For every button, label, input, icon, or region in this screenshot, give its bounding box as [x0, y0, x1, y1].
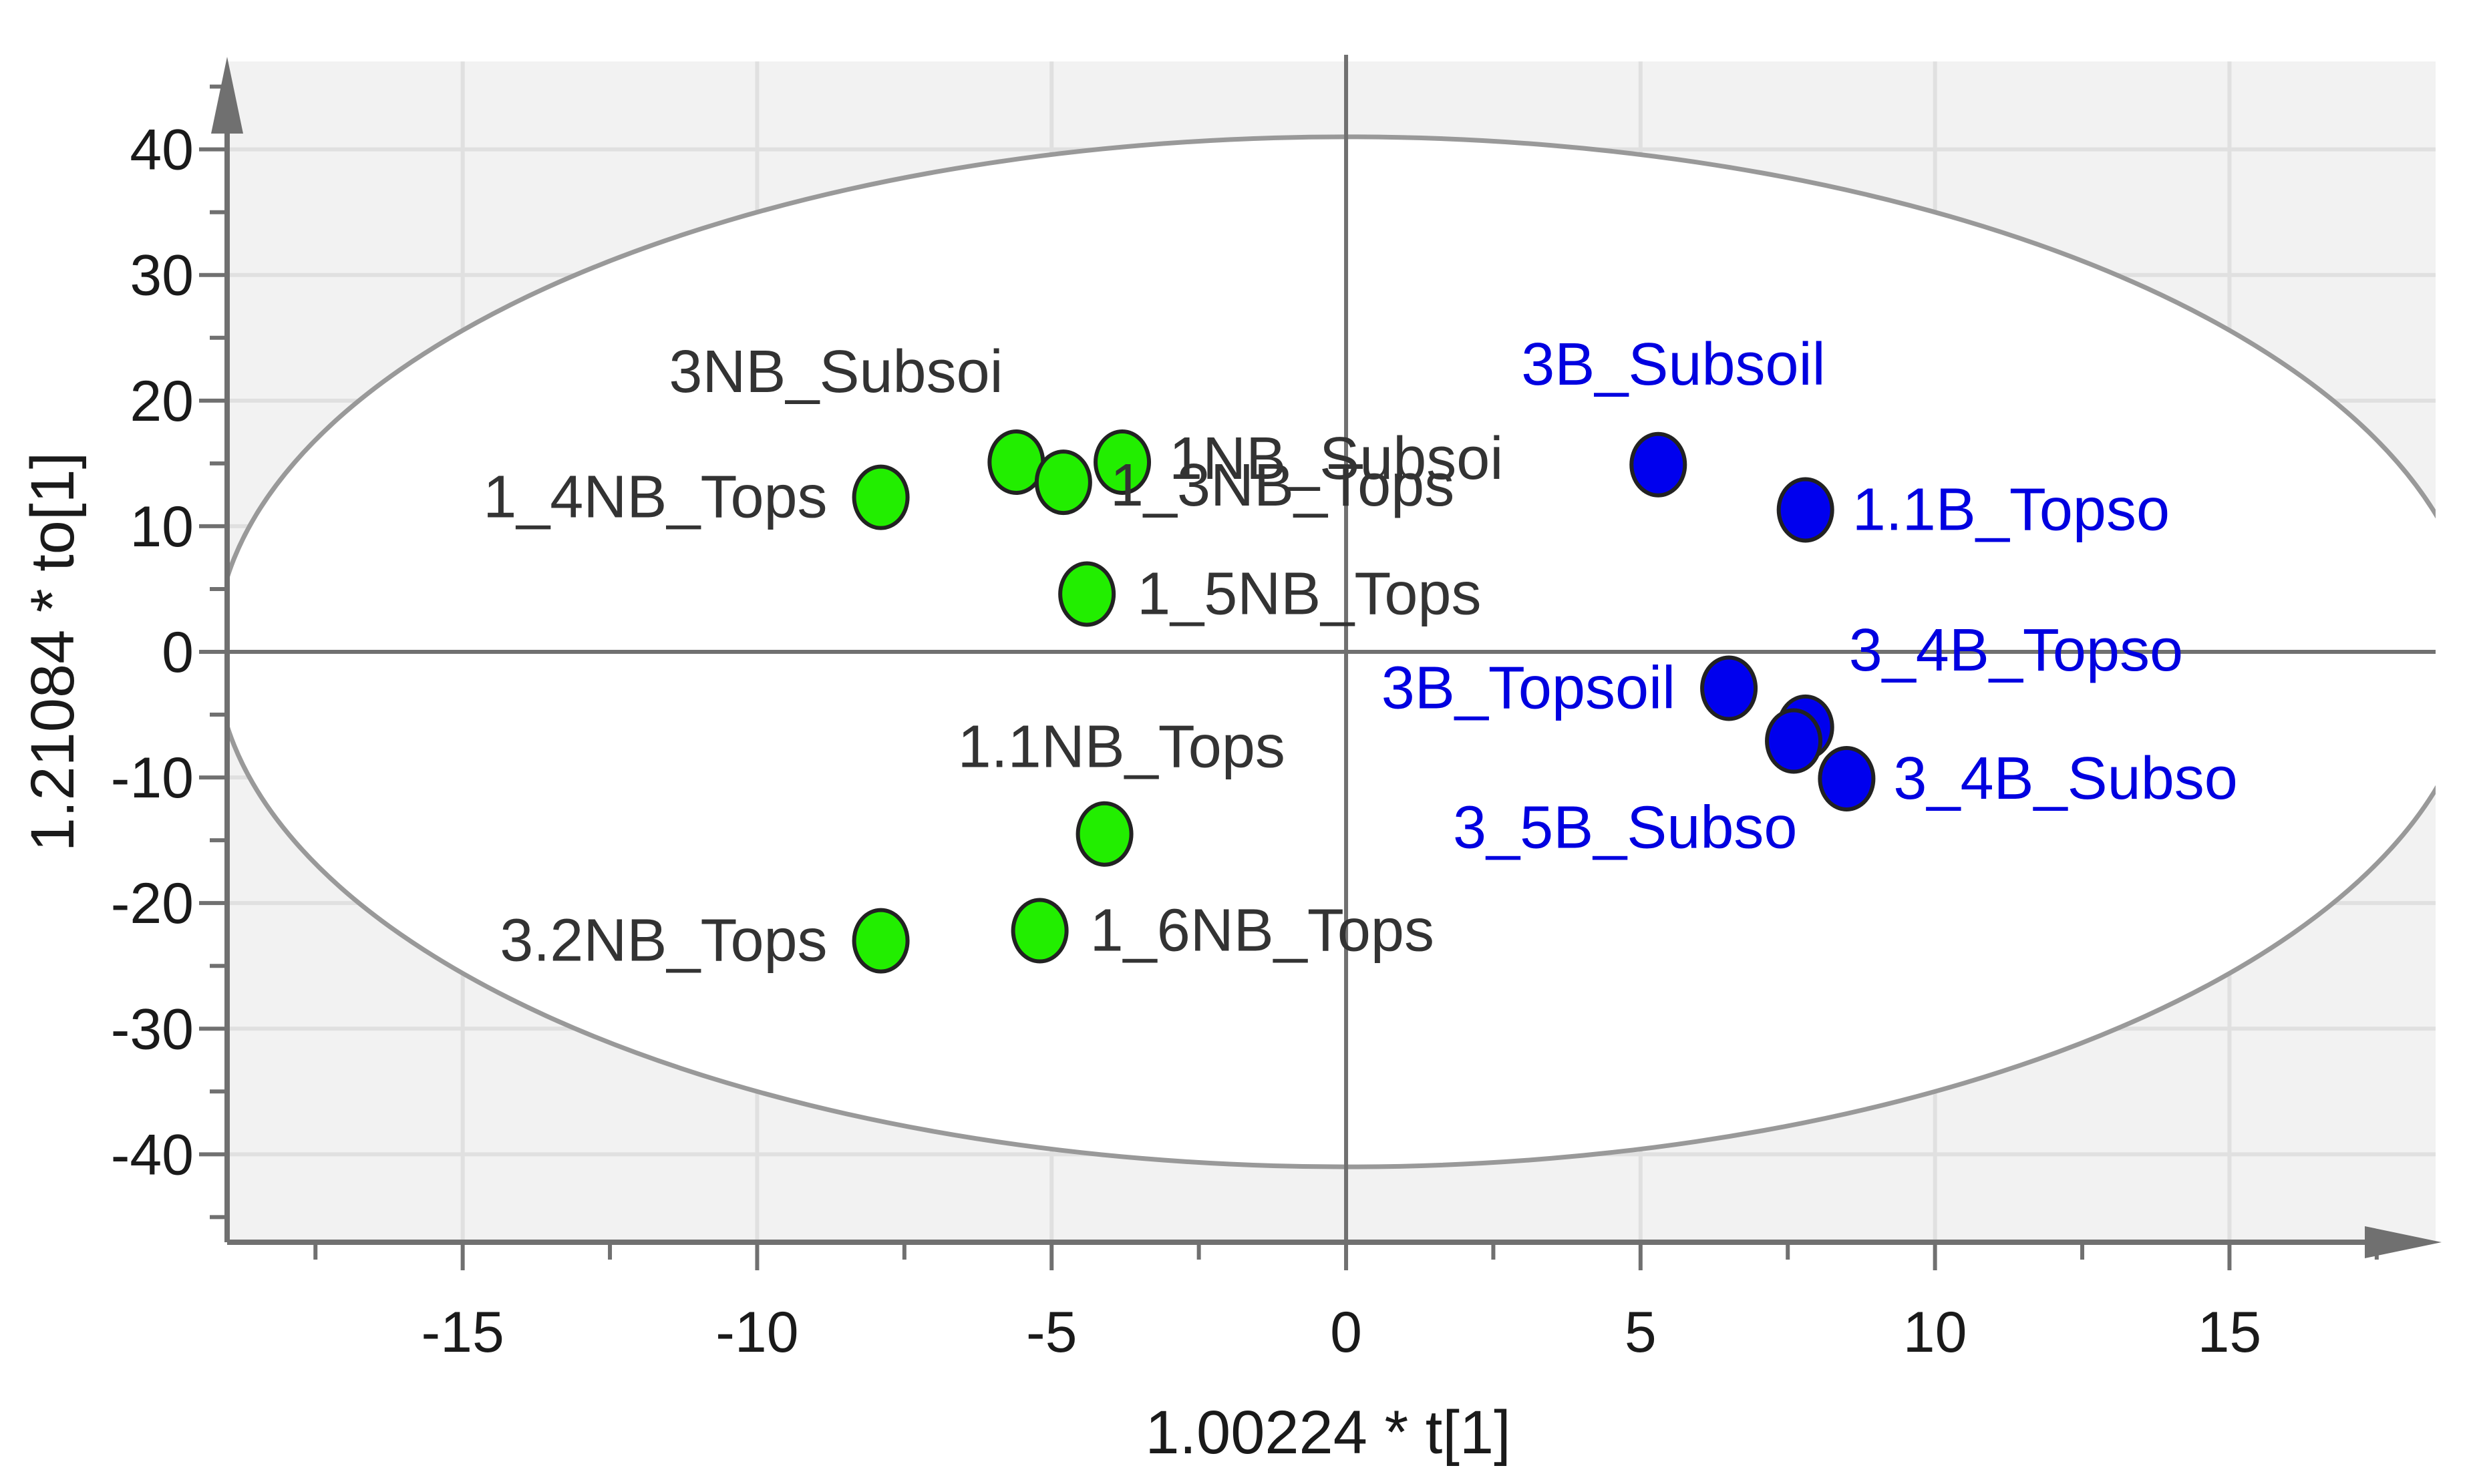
- point-label-3nb-subsoi: 3NB_Subsoi: [669, 339, 1003, 405]
- x-tick-label: -15: [421, 1300, 504, 1364]
- x-tick-label: 0: [1330, 1300, 1362, 1364]
- y-tick-label: 20: [130, 369, 194, 433]
- x-axis-arrow: [2365, 1226, 2442, 1258]
- point-1-3nb-tops: [1034, 449, 1092, 516]
- point-label-3-2nb-tops: 3.2NB_Tops: [500, 908, 827, 974]
- x-tick-label: 10: [1903, 1300, 1967, 1364]
- point-3b-subsoil: [1629, 431, 1687, 498]
- point-1-4nb-tops: [852, 464, 910, 530]
- point-1-5nb-tops: [1058, 561, 1116, 627]
- point-labels: 1_4NB_Tops 3NB_Subsoi 1_3NB_Tops1NB_Subsoi…: [483, 331, 2238, 974]
- y-tick-label: -40: [111, 1123, 194, 1187]
- x-tick-label: 5: [1625, 1300, 1657, 1364]
- point-label-1-1b-topso: 1.1B_Topso: [1852, 476, 2170, 543]
- y-tick-label: 40: [130, 118, 194, 182]
- y-tick-label: -20: [111, 872, 194, 936]
- point-3-2nb-tops: [852, 908, 910, 974]
- point-label-1nb-subsoi: 1NB_Subsoi: [1169, 425, 1503, 492]
- y-axis-arrow: [211, 57, 243, 134]
- point-1-6nb-tops: [1011, 898, 1069, 964]
- y-axis-title: 1.21084 * to[1]: [19, 452, 87, 852]
- point-1nb-subsoi: [1094, 429, 1152, 495]
- point-label-3-4b-subso: 3_4B_Subso: [1893, 745, 2237, 812]
- y-tick-label: -10: [111, 746, 194, 810]
- point-1-1b-topso: [1776, 477, 1834, 543]
- axes: [199, 57, 2442, 1270]
- point-label-3b-subsoil: 3B_Subsoil: [1521, 331, 1825, 398]
- point-label-1-4nb-tops: 1_4NB_Tops: [483, 464, 827, 531]
- x-tick-label: 15: [2198, 1300, 2262, 1364]
- tick-labels: -15 -10 -5 0 5 10 15 40 30 20 10 0 -10 -20 -30 -40: [111, 118, 2262, 1364]
- y-tick-label: 30: [130, 244, 194, 308]
- point-label-1-1nb-tops: 1.1NB_Tops: [958, 714, 1285, 781]
- point-3-5b-subso: [1765, 708, 1823, 774]
- data-points: [852, 429, 1876, 974]
- x-tick-label: -5: [1026, 1300, 1077, 1364]
- zero-reference-lines: [227, 55, 2436, 1242]
- point-label-1-3nb-tops: 1_3NB_Tops: [1110, 452, 1454, 519]
- point-label-3-5b-subso: 3_5B_Subso: [1453, 795, 1797, 862]
- point-1-1nb-tops: [1076, 801, 1134, 867]
- y-tick-label: -30: [111, 997, 194, 1061]
- point-label-3b-topsoil: 3B_Topsoil: [1381, 655, 1675, 722]
- point-3-4b-subso: [1818, 745, 1876, 811]
- point-label-1-6nb-tops: 1_6NB_Tops: [1090, 898, 1434, 964]
- point-label-1-5nb-tops: 1_5NB_Tops: [1137, 560, 1481, 627]
- x-tick-label: -10: [715, 1300, 798, 1364]
- y-tick-label: 10: [130, 495, 194, 559]
- y-tick-label: 0: [162, 620, 194, 685]
- point-label-3-4b-topso: 3_4B_Topso: [1849, 617, 2183, 684]
- point-3b-topsoil: [1700, 655, 1758, 721]
- x-axis-title: 1.00224 * t[1]: [1145, 1399, 1510, 1467]
